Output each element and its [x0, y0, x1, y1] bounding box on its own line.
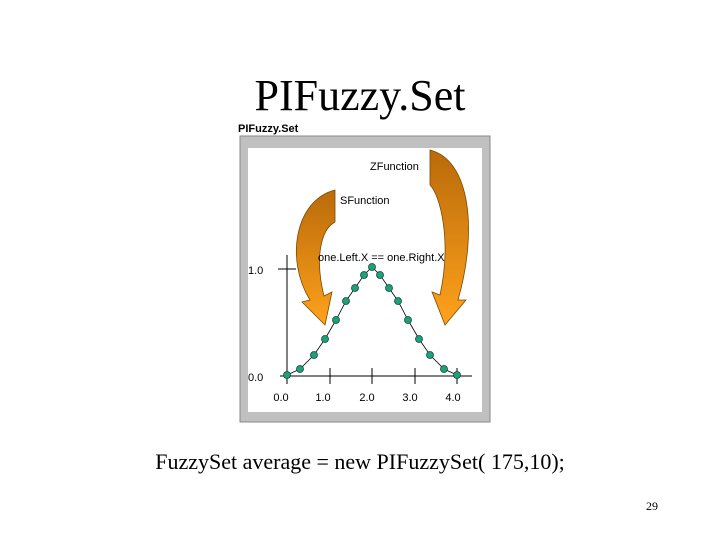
z-arrow [429, 149, 469, 326]
y-label: 0.0 [248, 372, 263, 384]
code-line: FuzzySet average = new PIFuzzySet( 175,1… [155, 449, 565, 474]
figure-caption: PIFuzzy.Set [238, 123, 299, 135]
figure: PIFuzzy.Set ZFunction SFunction one.Left… [238, 123, 491, 423]
label: one.Left.X == one.Right.X [318, 252, 445, 264]
x-ticks [286, 368, 458, 384]
x-label: 1.0 [315, 392, 330, 404]
x-label: 4.0 [445, 392, 460, 404]
x-label: 2.0 [359, 392, 374, 404]
curve-points [283, 263, 461, 379]
page-number: 29 [646, 499, 658, 513]
label: SFunction [340, 195, 390, 207]
title: PIFuzzy.Set [254, 71, 465, 120]
s-arrow [296, 189, 336, 326]
x-label: 0.0 [273, 392, 288, 404]
y-label: 1.0 [248, 265, 263, 277]
label: ZFunction [370, 161, 419, 173]
x-label: 3.0 [402, 392, 417, 404]
